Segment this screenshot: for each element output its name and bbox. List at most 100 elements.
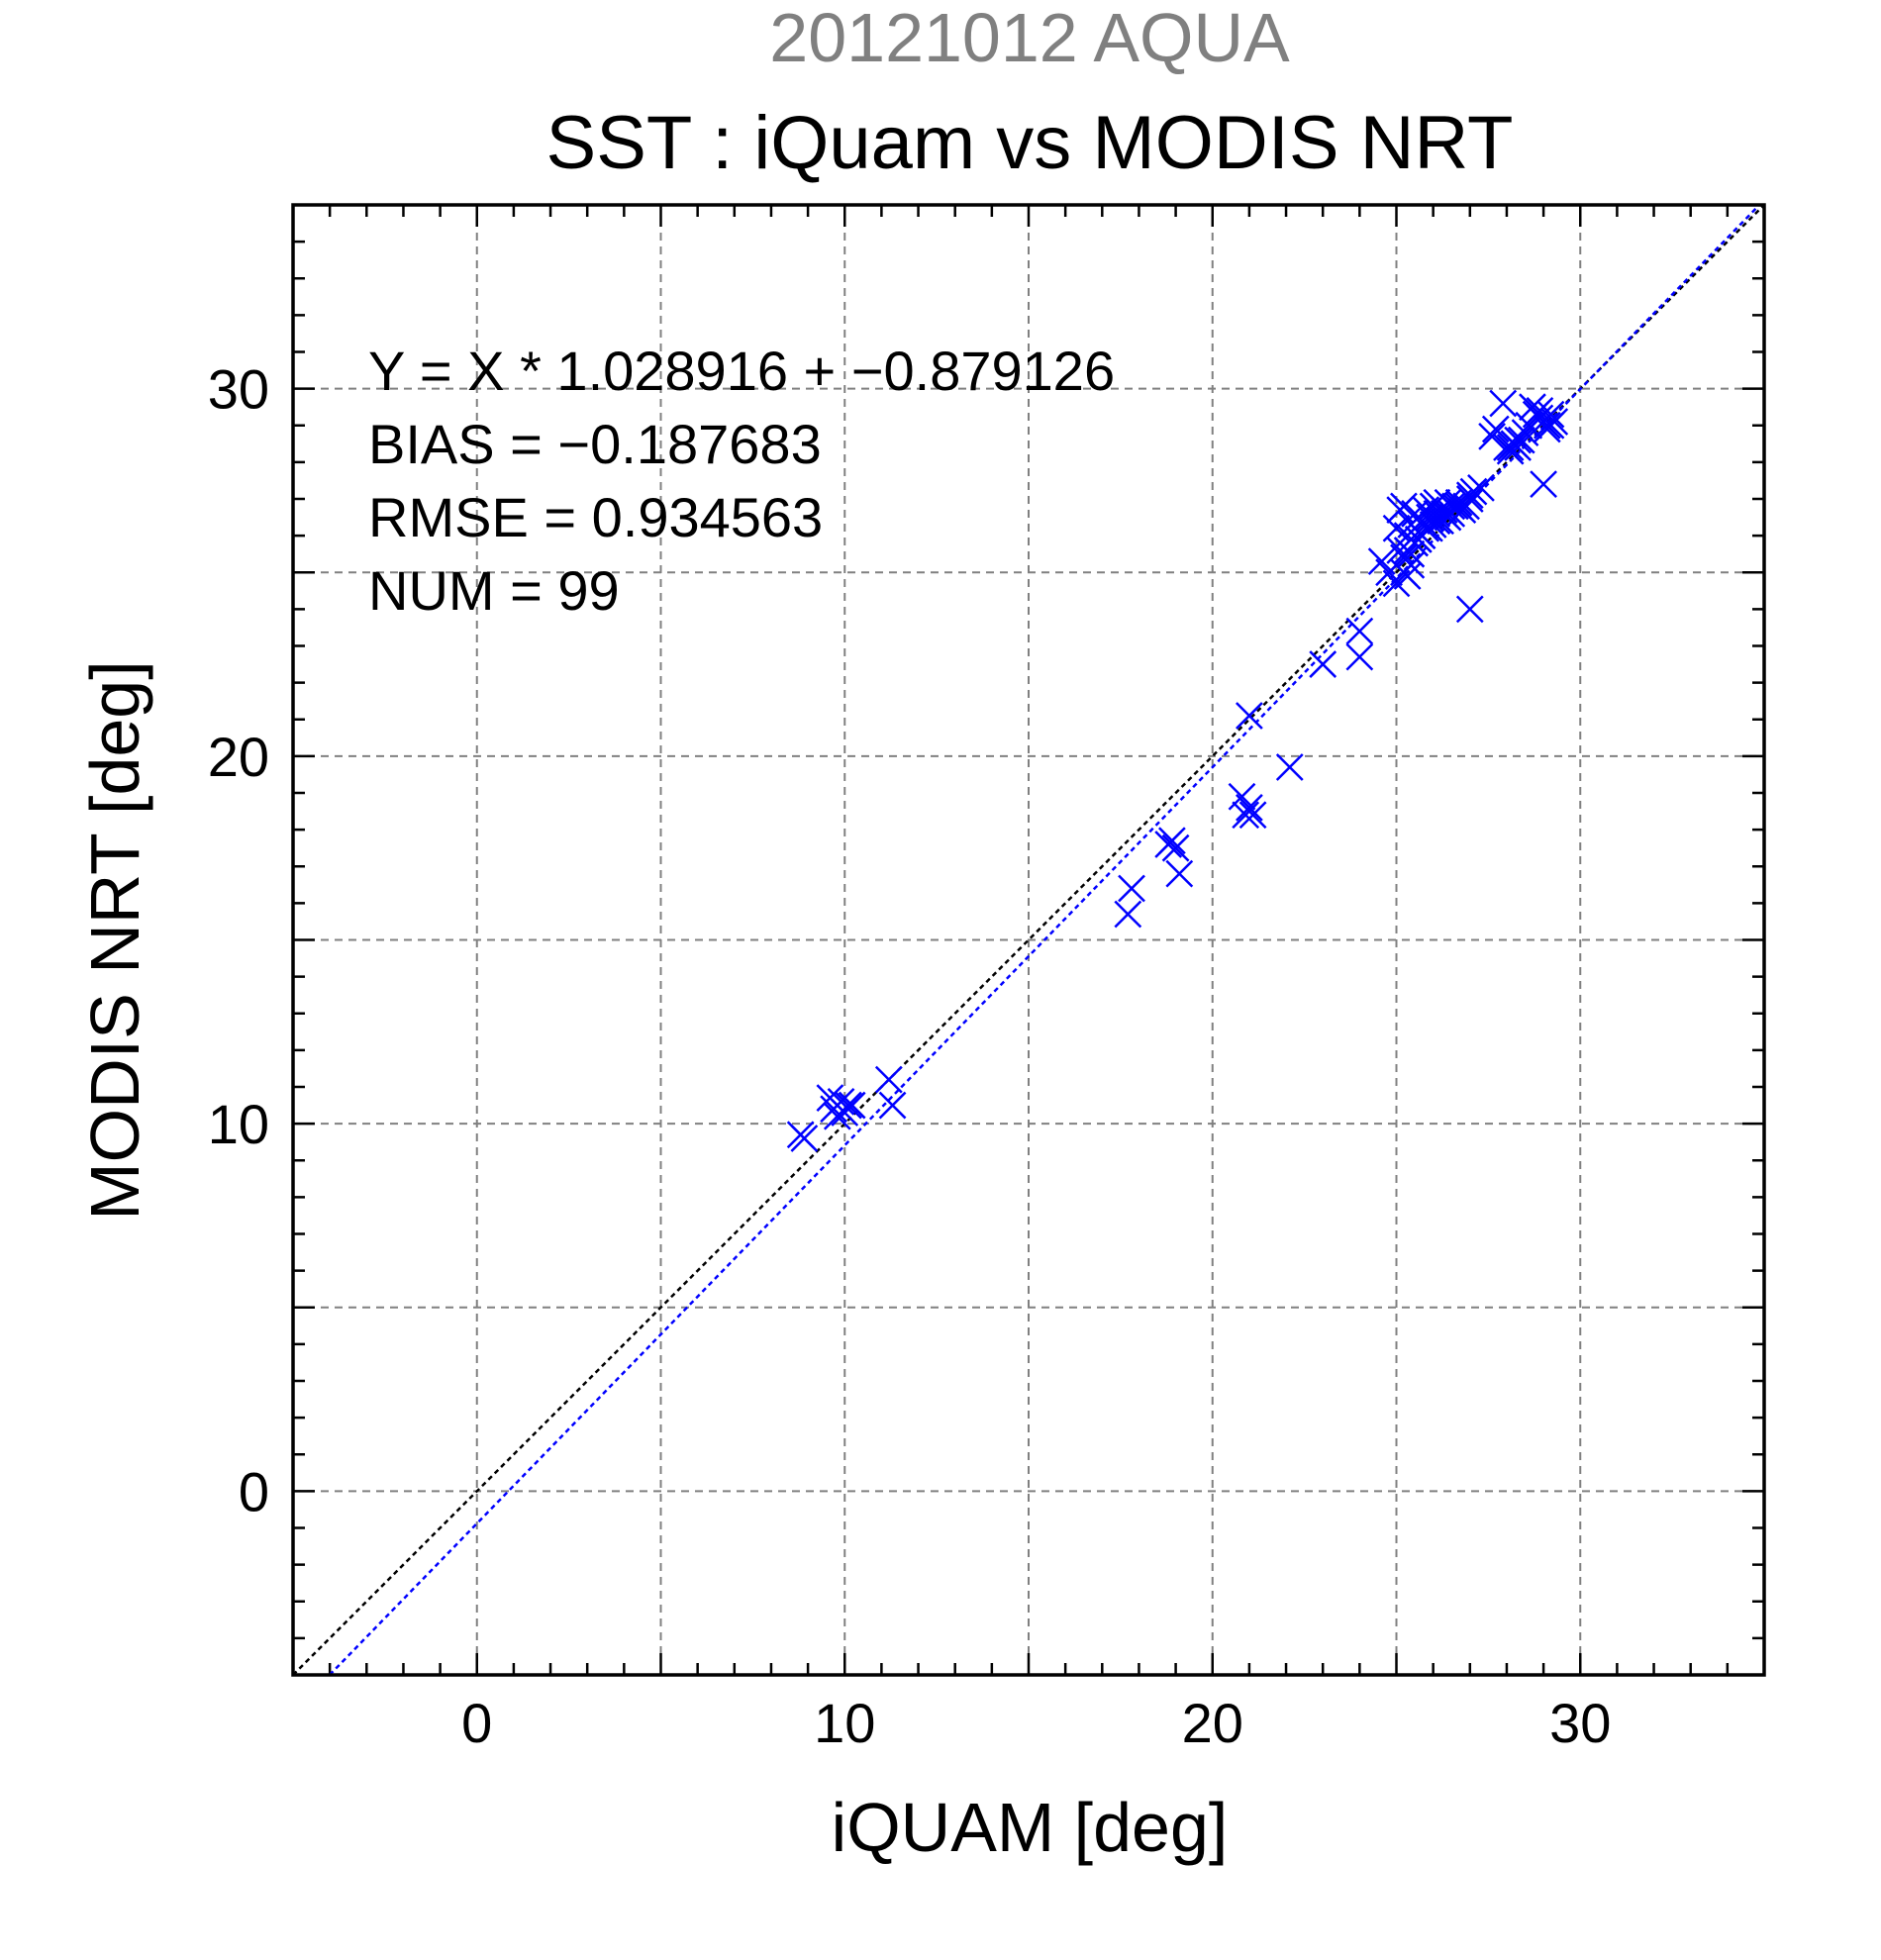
y-tick-label: 0 — [239, 1460, 269, 1522]
data-point-stroke — [1478, 423, 1506, 450]
x-tick-label: 10 — [814, 1692, 875, 1754]
stats-line-rmse: RMSE = 0.934563 — [368, 486, 823, 548]
data-point — [1444, 492, 1473, 521]
data-point-stroke — [1345, 642, 1374, 671]
data-points — [786, 389, 1569, 1152]
data-point — [827, 1087, 855, 1116]
data-point-stroke — [1467, 473, 1495, 502]
data-point — [1275, 753, 1304, 781]
data-point-stroke — [1530, 470, 1557, 499]
data-point-stroke — [1404, 525, 1433, 553]
data-point-stroke — [1232, 801, 1260, 830]
data-point — [1165, 859, 1194, 888]
data-point-stroke — [1367, 547, 1396, 575]
data-point — [878, 1091, 907, 1120]
data-point — [1437, 492, 1466, 521]
data-point — [1504, 426, 1532, 454]
data-point-stroke — [827, 1087, 855, 1116]
data-point — [1238, 801, 1267, 830]
data-point-stroke — [1481, 415, 1510, 443]
data-point-stroke — [1526, 397, 1554, 425]
data-point-stroke — [1165, 859, 1194, 888]
y-tick-label: 30 — [208, 358, 269, 421]
data-point — [1345, 642, 1374, 671]
data-point — [1489, 389, 1518, 418]
data-point — [1236, 702, 1263, 730]
data-point-stroke — [1275, 753, 1304, 781]
data-point-stroke — [1504, 434, 1532, 461]
data-point — [1504, 434, 1532, 461]
stats-annotation: Y = X * 1.028916 + −0.879126 BIAS = −0.1… — [368, 340, 1115, 622]
data-point-stroke — [1397, 550, 1426, 579]
y-tick-label: 20 — [208, 726, 269, 788]
data-point-stroke — [1504, 426, 1532, 454]
data-point — [1467, 473, 1495, 502]
x-axis-label: iQUAM [deg] — [832, 1789, 1229, 1866]
data-point — [1232, 801, 1260, 830]
data-point — [1118, 874, 1145, 903]
data-point-stroke — [1533, 411, 1561, 440]
chart-title: SST : iQuam vs MODIS NRT — [546, 101, 1514, 185]
data-point-stroke — [874, 1065, 903, 1094]
stats-line-bias: BIAS = −0.187683 — [368, 413, 822, 475]
data-point-stroke — [835, 1091, 862, 1120]
data-point-stroke — [816, 1084, 844, 1113]
data-point-stroke — [1345, 617, 1374, 645]
data-point-stroke — [1452, 492, 1480, 521]
data-point — [1452, 492, 1480, 521]
data-point-stroke — [1236, 793, 1263, 822]
data-point-stroke — [1158, 827, 1186, 855]
data-point-stroke — [1540, 408, 1569, 436]
data-point-stroke — [1489, 389, 1518, 418]
data-point-stroke — [1236, 702, 1263, 730]
data-point-stroke — [878, 1091, 907, 1120]
data-point — [790, 1125, 819, 1152]
data-point — [1533, 411, 1561, 440]
data-point — [1114, 900, 1142, 929]
data-point — [1309, 650, 1337, 678]
data-point — [1236, 793, 1263, 822]
data-point — [1158, 827, 1186, 855]
data-point — [1161, 833, 1190, 862]
data-point — [838, 1091, 866, 1120]
data-point-stroke — [1455, 595, 1484, 624]
data-point-stroke — [1114, 900, 1142, 929]
data-point-stroke — [1118, 874, 1145, 903]
tick-labels: 0 10 20 30 0 10 20 30 — [208, 358, 1612, 1754]
data-point — [1345, 617, 1374, 645]
y-axis-label: MODIS NRT [deg] — [76, 660, 153, 1220]
fit-line — [329, 204, 1761, 1676]
data-point — [1530, 470, 1557, 499]
data-point — [874, 1065, 903, 1094]
data-point-stroke — [1309, 650, 1337, 678]
x-tick-label: 30 — [1549, 1692, 1611, 1754]
data-point-stroke — [1390, 492, 1418, 521]
stats-line-num: NUM = 99 — [368, 559, 620, 622]
data-point — [1404, 525, 1433, 553]
chart-suptitle: 20121012 AQUA — [769, 0, 1290, 76]
data-point — [1536, 400, 1565, 429]
plot-frame — [291, 203, 1766, 1677]
data-point-stroke — [1444, 492, 1473, 521]
data-point-stroke — [1238, 801, 1267, 830]
data-point-stroke — [1519, 393, 1546, 422]
data-point-stroke — [1536, 400, 1565, 429]
x-tick-label: 0 — [461, 1692, 492, 1754]
data-point — [1397, 550, 1426, 579]
y-tick-label: 10 — [208, 1093, 269, 1155]
data-point — [1455, 595, 1484, 624]
grid-lines — [293, 205, 1764, 1675]
data-point — [1526, 397, 1554, 425]
data-point-stroke — [1437, 492, 1466, 521]
data-point — [1481, 415, 1510, 443]
axis-ticks — [291, 203, 1766, 1677]
stats-line-equation: Y = X * 1.028916 + −0.879126 — [368, 340, 1115, 402]
x-tick-label: 20 — [1182, 1692, 1243, 1754]
data-point-stroke — [1161, 833, 1190, 862]
data-point-stroke — [1228, 782, 1256, 811]
data-point — [1478, 423, 1506, 450]
data-point-stroke — [790, 1125, 819, 1152]
data-point — [835, 1091, 862, 1120]
data-point-stroke — [838, 1091, 866, 1120]
